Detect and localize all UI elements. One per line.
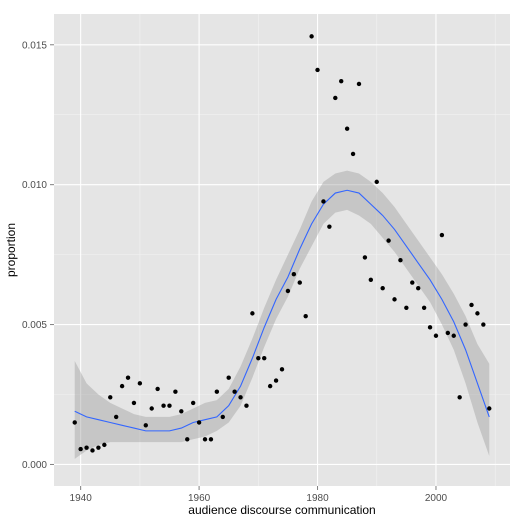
y-axis-title: proportion bbox=[4, 223, 18, 277]
data-point bbox=[410, 280, 415, 285]
data-point bbox=[427, 325, 433, 330]
data-point bbox=[457, 395, 462, 400]
data-point bbox=[78, 446, 83, 452]
data-point bbox=[196, 420, 202, 425]
data-point bbox=[108, 395, 113, 400]
x-tick-label: 1940 bbox=[70, 493, 93, 504]
data-point bbox=[439, 232, 445, 238]
data-point bbox=[137, 381, 143, 386]
data-point bbox=[433, 333, 439, 338]
data-point bbox=[244, 403, 249, 408]
data-point bbox=[327, 224, 332, 229]
data-point bbox=[285, 288, 291, 294]
y-tick-label: 0.015 bbox=[22, 40, 47, 51]
x-tick-label: 1960 bbox=[188, 493, 211, 504]
data-point bbox=[344, 126, 350, 131]
data-point bbox=[179, 409, 184, 414]
x-axis: 1940 1960 1980 2000 bbox=[70, 486, 448, 504]
confidence-ribbon-layer bbox=[74, 170, 490, 459]
data-point bbox=[291, 272, 297, 277]
data-point bbox=[72, 420, 77, 425]
data-point bbox=[226, 375, 231, 380]
data-point bbox=[155, 386, 160, 392]
data-point bbox=[350, 151, 356, 157]
scatter-points bbox=[72, 34, 492, 453]
data-point bbox=[185, 437, 190, 442]
data-point bbox=[173, 389, 178, 394]
data-point bbox=[84, 445, 89, 450]
data-point bbox=[208, 437, 214, 442]
data-point bbox=[161, 403, 166, 408]
data-point bbox=[404, 305, 409, 310]
data-point bbox=[279, 367, 285, 372]
data-point bbox=[321, 199, 326, 204]
data-point bbox=[463, 322, 468, 327]
x-tick-label: 2000 bbox=[425, 493, 448, 504]
data-point bbox=[380, 285, 385, 291]
data-point bbox=[481, 322, 486, 327]
data-point bbox=[131, 400, 137, 406]
data-point bbox=[214, 389, 220, 394]
y-tick-label: 0.000 bbox=[22, 460, 47, 471]
x-tick-label: 1980 bbox=[306, 493, 329, 504]
data-point bbox=[256, 355, 261, 361]
data-point bbox=[416, 285, 421, 291]
data-point bbox=[315, 67, 320, 73]
y-axis: 0.000 0.005 0.010 0.015 bbox=[22, 40, 54, 471]
data-point bbox=[398, 258, 403, 263]
data-point bbox=[267, 383, 273, 389]
data-point bbox=[386, 238, 391, 243]
data-point bbox=[339, 78, 344, 84]
data-point bbox=[445, 330, 451, 336]
data-point bbox=[297, 280, 302, 285]
data-point bbox=[113, 414, 119, 420]
confidence-ribbon bbox=[74, 170, 490, 459]
data-point bbox=[262, 355, 267, 361]
data-point bbox=[356, 81, 362, 87]
data-point bbox=[303, 313, 308, 319]
data-point bbox=[96, 445, 101, 450]
data-point bbox=[90, 448, 95, 453]
minor-grid bbox=[54, 14, 510, 486]
data-point bbox=[190, 400, 196, 406]
data-point bbox=[362, 255, 368, 260]
smooth-line-layer bbox=[74, 189, 490, 432]
y-tick-label: 0.010 bbox=[22, 180, 47, 191]
data-point bbox=[475, 311, 480, 316]
data-point bbox=[149, 406, 154, 411]
data-point bbox=[202, 437, 208, 442]
data-point bbox=[451, 333, 456, 338]
y-tick-label: 0.005 bbox=[22, 320, 47, 331]
panel-background bbox=[54, 14, 510, 486]
data-point bbox=[102, 442, 107, 448]
smooth-line bbox=[74, 189, 490, 432]
data-point bbox=[273, 378, 279, 383]
data-point bbox=[220, 414, 225, 420]
data-point bbox=[232, 389, 237, 394]
data-point bbox=[368, 277, 374, 282]
data-point bbox=[119, 383, 125, 389]
data-point bbox=[374, 179, 379, 185]
data-point bbox=[250, 311, 255, 316]
major-grid bbox=[54, 14, 510, 486]
data-point bbox=[309, 34, 314, 39]
data-point bbox=[238, 395, 243, 400]
data-point bbox=[333, 95, 338, 101]
data-point bbox=[469, 302, 474, 308]
data-point bbox=[421, 305, 427, 310]
data-point bbox=[392, 297, 397, 302]
x-axis-title: audience discourse communication bbox=[188, 503, 375, 517]
data-point bbox=[167, 403, 172, 408]
data-point bbox=[143, 423, 148, 428]
data-point bbox=[487, 406, 492, 411]
data-point bbox=[125, 375, 131, 380]
